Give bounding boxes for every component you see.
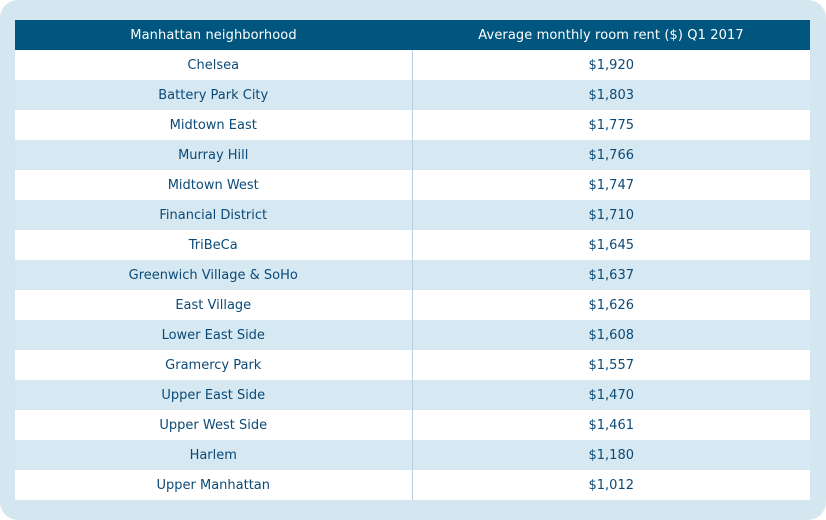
table-row: Upper West Side $1,461 (15, 410, 810, 440)
table-row: TriBeCa $1,645 (15, 230, 810, 260)
column-header-rent: Average monthly room rent ($) Q1 2017 (478, 27, 744, 43)
neighborhood-cell: Chelsea (15, 50, 413, 80)
neighborhood-cell: Greenwich Village & SoHo (15, 260, 413, 290)
table-row: Battery Park City $1,803 (15, 80, 810, 110)
table-row: Midtown West $1,747 (15, 170, 810, 200)
column-header-neighborhood: Manhattan neighborhood (130, 27, 297, 43)
rent-cell: $1,626 (588, 297, 635, 313)
rent-cell: $1,710 (588, 207, 635, 223)
neighborhood-cell: Midtown West (15, 170, 413, 200)
neighborhood-cell: Harlem (15, 440, 413, 470)
rent-cell: $1,608 (588, 327, 635, 343)
table-body: Chelsea $1,920 Battery Park City $1,803 Midt… (15, 50, 810, 500)
neighborhood-cell: Gramercy Park (15, 350, 413, 380)
table-row: Chelsea $1,920 (15, 50, 810, 80)
neighborhood-cell: Battery Park City (15, 80, 413, 110)
rent-cell: $1,637 (588, 267, 635, 283)
header-row: Manhattan neighborhood Average monthly r… (15, 20, 810, 50)
table-row: East Village $1,626 (15, 290, 810, 320)
table-row: Murray Hill $1,766 (15, 140, 810, 170)
rent-table-container: Manhattan neighborhood Average monthly r… (15, 20, 810, 500)
neighborhood-cell: East Village (15, 290, 413, 320)
rent-cell: $1,920 (588, 57, 635, 73)
table-row: Gramercy Park $1,557 (15, 350, 810, 380)
rent-cell: $1,557 (588, 357, 635, 373)
rent-cell: $1,775 (588, 117, 635, 133)
table-row: Midtown East $1,775 (15, 110, 810, 140)
table-row: Upper East Side $1,470 (15, 380, 810, 410)
rent-cell: $1,012 (588, 477, 635, 493)
rent-table: Manhattan neighborhood Average monthly r… (15, 20, 810, 500)
neighborhood-cell: TriBeCa (15, 230, 413, 260)
neighborhood-cell: Financial District (15, 200, 413, 230)
table-row: Greenwich Village & SoHo $1,637 (15, 260, 810, 290)
neighborhood-cell: Murray Hill (15, 140, 413, 170)
neighborhood-cell: Upper East Side (15, 380, 413, 410)
rent-cell: $1,766 (588, 147, 635, 163)
rent-cell: $1,645 (588, 237, 635, 253)
rent-cell: $1,180 (588, 447, 635, 463)
neighborhood-cell: Upper Manhattan (15, 470, 413, 500)
rent-cell: $1,470 (588, 387, 635, 403)
table-row: Lower East Side $1,608 (15, 320, 810, 350)
neighborhood-cell: Upper West Side (15, 410, 413, 440)
table-header: Manhattan neighborhood Average monthly r… (15, 20, 810, 50)
table-row: Harlem $1,180 (15, 440, 810, 470)
rent-cell: $1,461 (588, 417, 635, 433)
neighborhood-cell: Lower East Side (15, 320, 413, 350)
rent-cell: $1,803 (588, 87, 635, 103)
rent-cell: $1,747 (588, 177, 635, 193)
neighborhood-cell: Midtown East (15, 110, 413, 140)
table-row: Upper Manhattan $1,012 (15, 470, 810, 500)
table-row: Financial District $1,710 (15, 200, 810, 230)
